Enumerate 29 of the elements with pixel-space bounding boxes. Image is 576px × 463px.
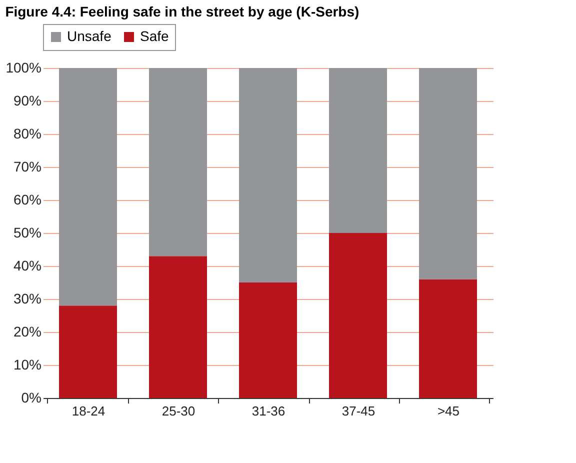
bar [329,68,387,233]
y-tick-label: 50% [13,224,42,240]
y-tick-label: 30% [13,290,42,306]
x-tick-label: 18-24 [72,404,106,418]
y-tick-label: 60% [13,192,42,208]
y-tick-label: 20% [13,324,42,340]
x-tick-label: 25-30 [162,404,196,418]
y-tick-label: 70% [13,158,42,174]
bar [59,68,117,306]
bar [149,68,207,256]
bar [149,256,207,398]
bar [239,68,297,282]
x-tick-label: 37-45 [342,404,376,418]
x-tick-label: >45 [437,404,460,418]
bar [59,306,117,398]
x-tick-label: 31-36 [252,404,286,418]
legend-label: Unsafe [67,28,112,44]
y-tick-label: 40% [13,258,42,274]
chart-title: Figure 4.4: Feeling safe in the street by age (K-Serbs) [5,4,360,20]
bar [419,279,477,398]
bar [419,68,477,280]
y-tick-label: 90% [13,92,42,108]
y-tick-label: 0% [21,390,42,406]
bar [239,282,297,398]
legend-label: Safe [140,28,170,44]
y-tick-label: 100% [6,60,42,76]
bar [329,233,387,398]
y-tick-label: 10% [13,356,42,372]
y-tick-label: 80% [13,126,42,142]
